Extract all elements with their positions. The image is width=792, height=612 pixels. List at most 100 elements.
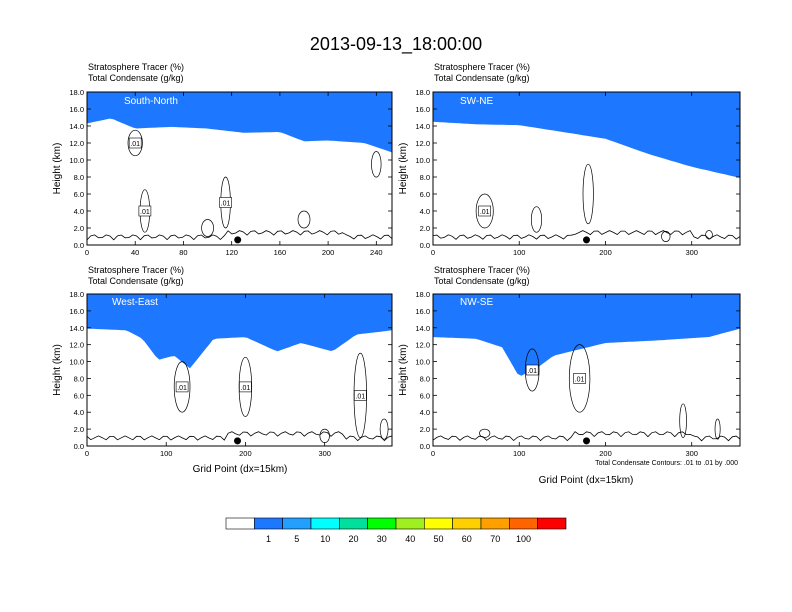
colorbar-cell-2	[282, 517, 312, 530]
panel-nw-se: Stratosphere Tracer (%) Total Condensate…	[398, 265, 741, 486]
colorbar-tick-label: 70	[490, 534, 500, 544]
contour-label-box	[175, 381, 189, 393]
contour-label-text: .01	[221, 201, 231, 208]
panel-subtitle-tracer: Stratosphere Tracer (%)	[88, 62, 184, 72]
colorbar-cell-0	[225, 517, 255, 530]
y-tick-label: 18.0	[415, 88, 430, 97]
x-tick-label: 120	[225, 248, 238, 257]
tracer-band-0	[87, 92, 392, 153]
y-tick-label: 18.0	[69, 88, 84, 97]
y-tick-label: 14.0	[69, 122, 84, 131]
y-tick-label: 0.0	[74, 241, 84, 250]
contour-label-2: .01	[219, 197, 232, 208]
colorbar-cell-8	[452, 517, 482, 530]
terrain-line	[433, 431, 740, 442]
contour-label-box	[353, 389, 367, 401]
condensate-contour-1	[568, 344, 591, 413]
y-tick-label: 14.0	[69, 324, 84, 333]
panel-label: West-East	[112, 297, 158, 308]
contour-note: Total Condensate Contours: .01 to .01 by…	[595, 460, 738, 467]
y-axis-label: Height (km)	[52, 344, 63, 396]
colorbar-tick-label: 1	[266, 534, 271, 544]
condensate-contour-0	[524, 348, 540, 392]
panel-subtitle-condensate: Total Condensate (g/kg)	[434, 276, 530, 286]
y-tick-label: 12.0	[69, 139, 84, 148]
colorbar-cell-4	[338, 517, 368, 530]
colorbar: 1 5 10 20 30 40 50 60 70 100	[225, 517, 567, 544]
x-tick-label: 40	[131, 248, 139, 257]
y-tick-label: 16.0	[415, 105, 430, 114]
condensate-contour-0	[127, 129, 143, 157]
colorbar-cell-10	[508, 517, 538, 530]
y-tick-label: 8.0	[420, 173, 430, 182]
colorbar-cell-11	[537, 517, 567, 530]
y-tick-label: 2.0	[74, 224, 84, 233]
contour-label-text: .01	[130, 141, 140, 148]
y-tick-label: 2.0	[420, 224, 430, 233]
colorbar-tick-label: 40	[405, 534, 415, 544]
y-tick-label: 16.0	[415, 307, 430, 316]
y-tick-label: 12.0	[415, 341, 430, 350]
y-tick-label: 16.0	[69, 307, 84, 316]
condensate-contour-1	[238, 356, 253, 417]
plot-frame	[86, 293, 393, 447]
contour-label-text: .01	[575, 376, 585, 383]
y-tick-label: 18.0	[415, 290, 430, 299]
y-tick-label: 10.0	[69, 358, 84, 367]
y-axis-label: Height (km)	[398, 143, 409, 195]
y-tick-label: 6.0	[74, 391, 84, 400]
contour-label-0: .01	[478, 205, 492, 217]
x-tick-label: 300	[318, 449, 331, 458]
colorbar-tick-label: 30	[377, 534, 387, 544]
colorbar-tick-label: 5	[294, 534, 299, 544]
contour-label-box	[219, 197, 232, 208]
y-tick-label: 2.0	[420, 425, 430, 434]
axes: 0.0 2.0 4.0 6.0 8.0 10.0 12.0 14.0 16.0 18.0 0 100 2…	[415, 290, 740, 458]
panel-subtitle-condensate: Total Condensate (g/kg)	[88, 73, 184, 83]
y-tick-label: 6.0	[74, 190, 84, 199]
condensate-contour-4	[479, 428, 491, 438]
condensate-contour-2	[679, 403, 687, 438]
y-tick-label: 0.0	[74, 442, 84, 451]
colorbar-cell-5	[367, 517, 397, 530]
contour-label-1: .01	[138, 205, 152, 217]
x-axis-label: Grid Point (dx=15km)	[193, 464, 288, 475]
panel-subtitle-condensate: Total Condensate (g/kg)	[434, 73, 530, 83]
contour-label-0: .01	[128, 137, 142, 149]
contour-label-box	[128, 137, 142, 149]
contour-label-0: .01	[525, 364, 539, 376]
condensate-contour-3	[661, 231, 671, 242]
condensate-contour-2	[582, 163, 594, 225]
x-tick-label: 0	[431, 449, 435, 458]
contour-label-box	[239, 381, 252, 393]
x-tick-label: 0	[85, 248, 89, 257]
condensate-contour-3	[297, 210, 311, 229]
plot-area: .01 .01	[433, 294, 740, 446]
contour-label-text: .01	[355, 393, 365, 400]
terrain-line	[87, 431, 392, 442]
x-axis-label: Grid Point (dx=15km)	[539, 475, 634, 486]
contour-label-1: .01	[573, 373, 586, 384]
x-tick-label: 300	[685, 248, 698, 257]
panel-south-north: Stratosphere Tracer (%) Total Condensate…	[52, 62, 393, 257]
y-tick-label: 0.0	[420, 442, 430, 451]
panel-label: NW-SE	[460, 297, 493, 308]
x-tick-label: 200	[322, 248, 335, 257]
contour-label-text: .01	[241, 385, 251, 392]
y-tick-label: 4.0	[74, 207, 84, 216]
contour-label-text: .01	[140, 209, 150, 216]
contour-label-box	[573, 373, 586, 384]
condensate-contour-5	[201, 219, 214, 237]
y-tick-label: 8.0	[420, 374, 430, 383]
location-marker	[583, 236, 590, 244]
y-tick-label: 4.0	[420, 408, 430, 417]
y-tick-label: 14.0	[415, 324, 430, 333]
panel-west-east: Stratosphere Tracer (%) Total Condensate…	[52, 265, 393, 475]
contour-label-1: .01	[239, 381, 252, 393]
condensate-contour-4	[371, 151, 382, 178]
y-axis-label: Height (km)	[398, 344, 409, 396]
contour-label-text: .01	[527, 368, 537, 375]
plot-frame	[432, 91, 741, 246]
x-tick-label: 100	[513, 449, 526, 458]
location-marker	[583, 437, 590, 445]
